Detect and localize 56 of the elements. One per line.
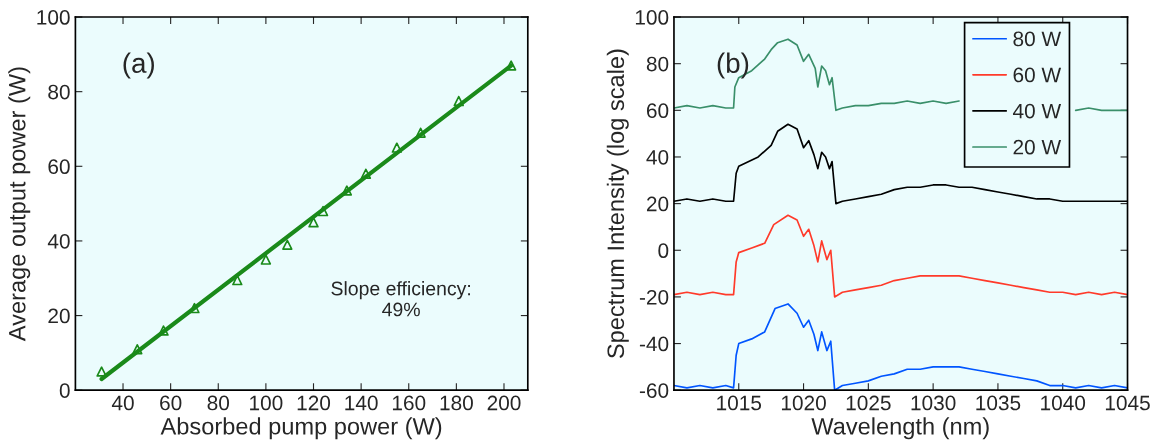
y-tick-label: 80 bbox=[48, 84, 70, 100]
x-tick-label: 1025 bbox=[846, 395, 891, 411]
point bbox=[260, 254, 272, 265]
point bbox=[317, 205, 329, 217]
y-tick-label: 100 bbox=[635, 10, 669, 25]
x-tick-label: 1015 bbox=[717, 395, 762, 411]
y-tick-label: 60 bbox=[48, 159, 70, 175]
y-tick-label: 0 bbox=[59, 383, 70, 398]
x-tick-label: 1035 bbox=[976, 395, 1021, 411]
y-tick-label: 40 bbox=[646, 149, 669, 165]
point bbox=[453, 95, 464, 107]
y-tick-label: -60 bbox=[639, 383, 669, 398]
x-tick-label: 100 bbox=[250, 395, 283, 411]
y-tick-label: -40 bbox=[639, 336, 669, 352]
point bbox=[360, 168, 372, 179]
x-tick-label: 60 bbox=[160, 395, 182, 411]
line-series bbox=[673, 214, 1128, 298]
legend-label: 60 W bbox=[1013, 67, 1062, 83]
x-tick-label: 1045 bbox=[1105, 395, 1150, 411]
x-tick-label: 200 bbox=[487, 395, 521, 411]
legend-label: 40 W bbox=[1012, 103, 1062, 119]
y-axis-title: Spectrum Intensity (log scale) bbox=[606, 49, 629, 359]
point bbox=[282, 239, 293, 250]
y-axis-title: Average output power (W) bbox=[8, 67, 31, 342]
x-tick-label: 1040 bbox=[1041, 395, 1086, 411]
legend-label: 80 W bbox=[1013, 31, 1062, 47]
x-axis-title: Wavelength (nm) bbox=[811, 417, 989, 440]
annotation: Slope efficiency: 49% bbox=[331, 281, 470, 317]
point bbox=[132, 343, 143, 355]
point bbox=[189, 302, 200, 314]
point bbox=[391, 142, 403, 153]
x-tick-label: 160 bbox=[392, 395, 426, 411]
point bbox=[341, 185, 353, 196]
x-axis-title: Absorbed pump power (W) bbox=[160, 417, 442, 440]
x-tick-label: 1030 bbox=[911, 395, 956, 411]
x-tick-label: 80 bbox=[207, 395, 230, 411]
x-tick-label: 140 bbox=[345, 395, 378, 411]
y-tick-label: 0 bbox=[658, 243, 669, 259]
legend-label: 20 W bbox=[1013, 139, 1062, 155]
point bbox=[415, 127, 426, 138]
y-tick-label: -20 bbox=[639, 289, 669, 305]
y-tick-label: 40 bbox=[47, 233, 70, 249]
point bbox=[158, 325, 169, 336]
annotation: (a) bbox=[123, 52, 154, 79]
point bbox=[308, 217, 319, 228]
y-tick-label: 20 bbox=[646, 196, 669, 212]
x-tick-label: 40 bbox=[111, 395, 134, 411]
y-tick-label: 80 bbox=[646, 56, 669, 72]
x-tick-label: 1020 bbox=[781, 395, 826, 411]
y-tick-label: 60 bbox=[646, 103, 669, 119]
y-tick-label: 100 bbox=[37, 10, 70, 25]
annotation: (b) bbox=[717, 52, 749, 79]
x-tick-label: 120 bbox=[297, 395, 331, 411]
x-tick-label: 180 bbox=[440, 395, 473, 411]
point bbox=[96, 366, 107, 377]
y-tick-label: 20 bbox=[48, 308, 70, 324]
